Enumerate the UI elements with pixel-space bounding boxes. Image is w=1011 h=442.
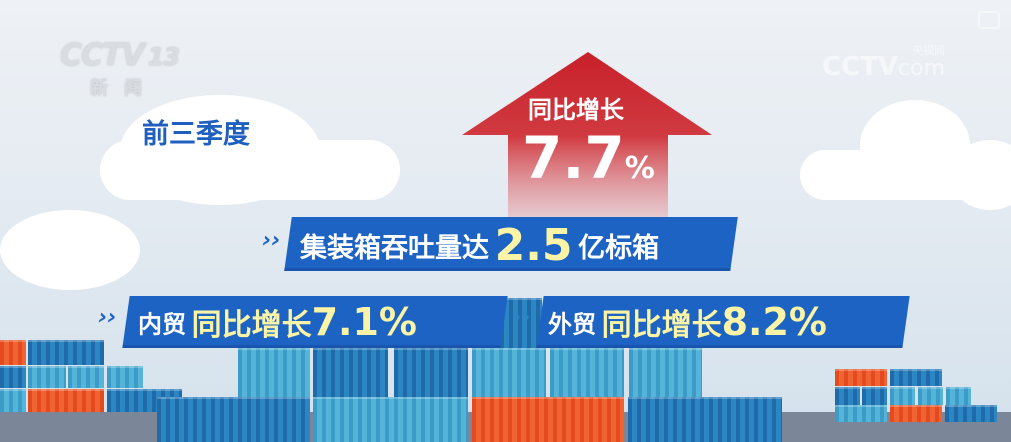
container [628, 397, 782, 442]
container [862, 387, 887, 405]
container [472, 348, 546, 398]
container [28, 366, 66, 388]
container [28, 340, 104, 365]
container [550, 348, 624, 398]
cloud [950, 140, 1011, 210]
container [945, 405, 997, 422]
container [68, 366, 104, 388]
cloud [100, 140, 400, 200]
container [890, 405, 942, 422]
picture-in-picture-icon[interactable] [978, 11, 1000, 29]
foreign-text: 外贸 同比增长8.2% [548, 300, 827, 344]
container [107, 366, 143, 388]
container [835, 387, 860, 405]
container [157, 397, 310, 442]
container [238, 348, 310, 398]
cctv-com-watermark: CCTVcom [822, 52, 946, 82]
arrow-value: 7.7% [522, 124, 655, 192]
container [313, 348, 388, 398]
container [0, 389, 26, 413]
container [946, 387, 971, 405]
cctv13-logo: CCTV 13 [60, 38, 180, 73]
container [28, 389, 104, 413]
container [835, 369, 887, 386]
container [918, 387, 943, 405]
arrow-label: 同比增长 [528, 96, 624, 124]
watermark-cn: 央视网 [912, 44, 945, 57]
chevron-icon: ›› [258, 228, 284, 253]
throughput-text: 集装箱吞吐量达 2.5 亿标箱 [300, 220, 660, 271]
container [629, 348, 702, 398]
up-arrow [462, 52, 712, 220]
channel-name: 新闻 [90, 78, 158, 99]
period-title: 前三季度 [142, 119, 250, 150]
container [835, 405, 887, 422]
container [890, 387, 915, 405]
container [313, 397, 468, 442]
container [0, 366, 26, 388]
container [472, 397, 624, 442]
domestic-text: 内贸 同比增长7.1% [138, 300, 417, 344]
container [394, 348, 468, 398]
container [0, 340, 26, 365]
chevron-icon: ›› [94, 305, 120, 330]
cloud [0, 210, 140, 290]
container [890, 369, 942, 386]
